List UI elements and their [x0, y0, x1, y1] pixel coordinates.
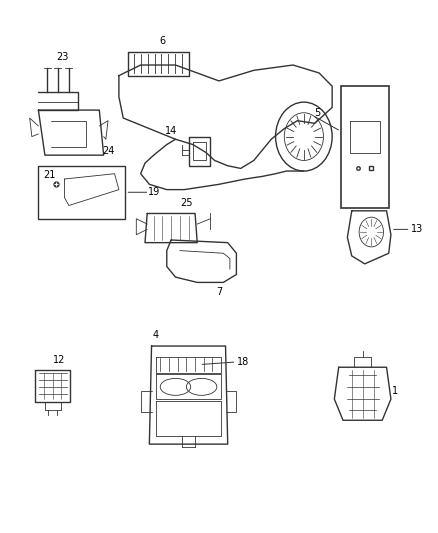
- Text: 24: 24: [102, 147, 114, 157]
- FancyBboxPatch shape: [341, 86, 389, 208]
- Text: 19: 19: [148, 187, 160, 197]
- Text: 23: 23: [56, 52, 68, 62]
- Text: 13: 13: [411, 224, 423, 235]
- Text: 4: 4: [153, 330, 159, 341]
- Text: 1: 1: [392, 386, 398, 396]
- FancyBboxPatch shape: [39, 166, 125, 219]
- Text: 14: 14: [165, 126, 177, 136]
- Text: 12: 12: [53, 356, 65, 365]
- Text: 7: 7: [216, 287, 222, 297]
- Text: 5: 5: [314, 108, 320, 118]
- Text: 21: 21: [43, 171, 56, 180]
- Text: 6: 6: [159, 36, 166, 46]
- Text: 18: 18: [237, 357, 249, 367]
- Text: 25: 25: [180, 198, 193, 208]
